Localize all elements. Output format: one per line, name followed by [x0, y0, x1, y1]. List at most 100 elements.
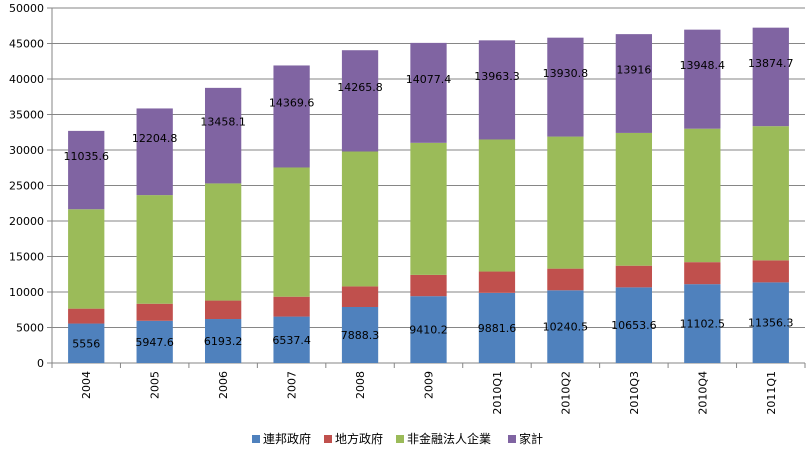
bar-segment: [615, 132, 653, 266]
y-tick-label: 0: [37, 357, 44, 370]
legend-label: 家計: [519, 431, 543, 446]
bar-segment: [410, 42, 447, 143]
data-labels: 5556 5947.6 6193.2 6537.4 7888.3 9410.2 9881.6…: [63, 57, 793, 350]
bar-segment: [752, 282, 789, 363]
legend-swatch: [252, 435, 260, 443]
bar-segment: [478, 292, 516, 363]
bar-segment: [273, 167, 310, 297]
y-tick-label: 40000: [9, 73, 44, 86]
legend-swatch: [324, 435, 332, 443]
bar-segment: [547, 37, 584, 137]
data-label: 6193.2: [204, 335, 243, 348]
data-label: 14077.4: [406, 73, 452, 86]
bar-segment: [684, 284, 721, 363]
data-label: 14369.6: [269, 96, 315, 109]
data-label: 5556: [72, 337, 100, 350]
axes: 0 5000 10000 15000 20000 25000 30000 35000 40000…: [9, 2, 806, 415]
bar-segment: [136, 195, 173, 304]
bar-segment: [615, 265, 653, 288]
legend-label: 連邦政府: [263, 431, 311, 446]
bar-segment: [615, 287, 653, 363]
bar-segment: [136, 320, 173, 363]
bar-segment: [341, 151, 379, 287]
data-label: 13458.1: [200, 116, 246, 129]
bar-segment: [547, 136, 584, 269]
data-label: 11356.3: [748, 317, 794, 330]
x-tick-label: 2011Q1: [765, 371, 778, 415]
y-tick-label: 20000: [9, 215, 44, 228]
data-label: 5947.6: [135, 336, 174, 349]
bar-segment: [684, 128, 721, 263]
bar-segment: [136, 303, 173, 321]
bar-segment: [341, 50, 379, 152]
data-label: 9410.2: [409, 324, 448, 337]
bar-segment: [204, 183, 242, 301]
bar-segment: [68, 130, 105, 210]
data-label: 13930.8: [543, 67, 589, 80]
bar-segment: [204, 319, 242, 363]
legend: 連邦政府 地方政府 非金融法人企業 家計: [252, 431, 543, 446]
bar-segment: [204, 300, 242, 320]
data-label: 6537.4: [272, 334, 311, 347]
data-label: 12204.8: [132, 132, 178, 145]
x-tick-label: 2005: [149, 371, 162, 399]
legend-swatch: [396, 435, 404, 443]
bar-segment: [68, 323, 105, 363]
x-tick-label: 2007: [286, 371, 299, 399]
bar-segment: [752, 260, 789, 283]
bar-segment: [204, 87, 242, 184]
legend-label: 地方政府: [335, 431, 383, 446]
bar-segment: [410, 296, 447, 363]
bar-segment: [410, 274, 447, 297]
y-tick-label: 10000: [9, 286, 44, 299]
bar-segment: [410, 142, 447, 275]
x-tick-label: 2008: [354, 371, 367, 399]
y-tick-label: 35000: [9, 109, 44, 122]
bar-segment: [478, 40, 516, 140]
y-tick-label: 50000: [9, 2, 44, 15]
y-tick-label: 30000: [9, 144, 44, 157]
data-label: 13874.7: [748, 57, 794, 70]
x-tick-label: 2009: [423, 371, 436, 399]
bar-segment: [68, 308, 105, 324]
bar-segment: [478, 139, 516, 272]
bar-segment: [752, 27, 789, 127]
bar-segment: [615, 34, 653, 133]
bar-segment: [547, 290, 584, 363]
data-label: 13916: [616, 64, 651, 77]
x-tick-label: 2010Q1: [491, 371, 504, 415]
x-tick-label: 2010Q2: [559, 371, 572, 415]
data-label: 10240.5: [543, 321, 589, 334]
bar-segment: [136, 108, 173, 196]
bar-segment: [68, 209, 105, 309]
data-label: 13948.4: [680, 59, 726, 72]
legend-label: 非金融法人企業: [407, 431, 491, 446]
bar-segment: [341, 306, 379, 363]
y-tick-label: 5000: [16, 322, 44, 335]
bar-segment: [547, 268, 584, 291]
y-tick-label: 25000: [9, 180, 44, 193]
x-tick-label: 2010Q4: [696, 371, 709, 415]
legend-swatch: [508, 435, 516, 443]
data-label: 14265.8: [337, 81, 383, 94]
bar-segment: [752, 126, 789, 261]
bar-segment: [273, 316, 310, 363]
bar-segment: [273, 296, 310, 317]
data-label: 7888.3: [341, 329, 380, 342]
bar-segment: [341, 286, 379, 307]
bars: [68, 27, 789, 363]
y-tick-label: 15000: [9, 251, 44, 264]
data-label: 9881.6: [478, 322, 517, 335]
data-label: 13963.3: [474, 70, 520, 83]
x-tick-label: 2004: [80, 371, 93, 399]
data-label: 10653.6: [611, 319, 657, 332]
bar-segment: [273, 65, 310, 168]
x-tick-label: 2006: [217, 371, 230, 399]
bar-segment: [684, 29, 721, 129]
x-tick-label: 2010Q3: [628, 371, 641, 415]
data-label: 11035.6: [63, 150, 109, 163]
bar-segment: [684, 262, 721, 285]
data-label: 11102.5: [680, 318, 726, 331]
bar-segment: [478, 271, 516, 293]
